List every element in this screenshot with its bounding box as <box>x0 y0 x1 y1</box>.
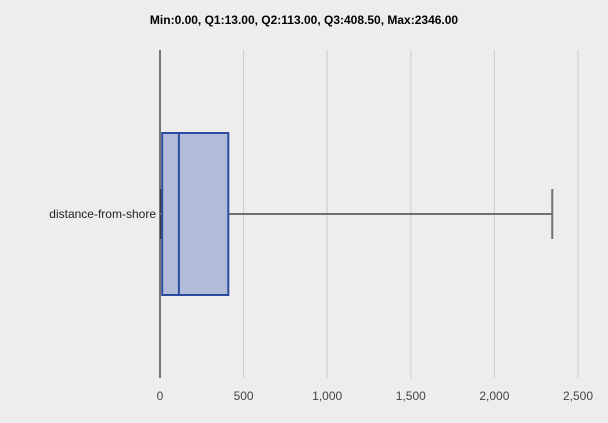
x-tick-label: 2,500 <box>563 389 593 403</box>
category-label: distance-from-shore <box>49 207 156 221</box>
box-iqr <box>161 132 230 296</box>
x-tick-label: 1,000 <box>312 389 342 403</box>
x-tick-label: 1,500 <box>396 389 426 403</box>
x-tick-label: 500 <box>234 389 254 403</box>
plot-area <box>160 132 554 296</box>
chart-title: Min:0.00, Q1:13.00, Q2:113.00, Q3:408.50… <box>150 13 459 27</box>
x-tick-label: 0 <box>157 389 164 403</box>
x-tick-label: 2,000 <box>479 389 509 403</box>
labels: 0 500 1,000 1,500 2,000 2,500 distance-from-sh… <box>49 207 593 403</box>
